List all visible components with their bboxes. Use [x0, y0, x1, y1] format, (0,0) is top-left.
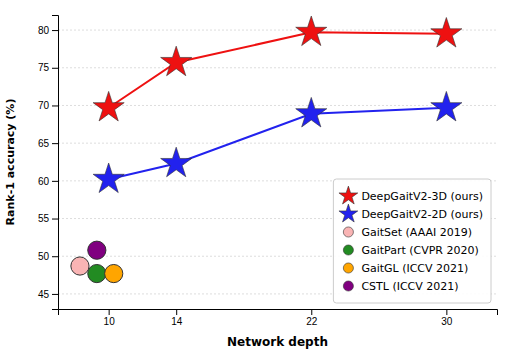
tick: 65	[38, 138, 58, 149]
star-point	[93, 91, 124, 121]
tick-label: 60	[38, 176, 50, 187]
plot: 10 14 22 30 45 50 55 60 65 70 75 80 DeepGaitV2-3D (o…	[38, 16, 498, 328]
star-point	[161, 46, 192, 76]
tick-mark	[52, 294, 58, 295]
tick-mark	[52, 105, 58, 106]
point	[88, 264, 106, 282]
tick-mark	[52, 68, 58, 69]
tick-mark	[52, 181, 58, 182]
star-point	[93, 163, 124, 193]
x-axis: 10 14 22 30	[59, 309, 498, 327]
tick: 60	[38, 176, 58, 187]
chart: 10 14 22 30 45 50 55 60 65 70 75 80 DeepGaitV2-3D (o…	[0, 0, 512, 354]
legend-entry: GaitPart (CVPR 2020)	[343, 244, 478, 257]
tick: 80	[38, 25, 58, 36]
grid-line	[58, 143, 497, 144]
axis-line	[59, 310, 498, 316]
y-axis-title: Rank-1 accuracy (%)	[4, 99, 17, 226]
legend-label: DeepGaitV2-2D (ours)	[361, 208, 483, 221]
tick-label: 75	[38, 62, 50, 73]
legend-label: GaitSet (AAAI 2019)	[361, 226, 472, 239]
grid-line	[58, 30, 497, 31]
tick: 50	[38, 251, 58, 262]
tick-mark	[52, 256, 58, 257]
star-point	[296, 97, 327, 127]
star-point	[431, 91, 462, 121]
tick-mark	[446, 309, 447, 315]
line	[109, 108, 447, 180]
grid	[58, 30, 497, 294]
tick-label: 70	[38, 100, 50, 111]
legend-entry: DeepGaitV2-3D (ours)	[339, 186, 483, 204]
tick: 45	[38, 289, 58, 300]
point	[105, 264, 123, 282]
grid-line	[58, 67, 497, 68]
tick-label: 55	[38, 213, 50, 224]
tick-mark	[52, 143, 58, 144]
tick-label: 10	[104, 316, 116, 327]
tick: 75	[38, 62, 58, 73]
legend-entry: DeepGaitV2-2D (ours)	[339, 204, 483, 222]
tick-label: 14	[171, 316, 183, 327]
legend-symbol	[343, 281, 353, 291]
line	[109, 32, 447, 107]
y-axis: 45 50 55 60 65 70 75 80	[38, 16, 59, 310]
star-point	[161, 147, 192, 177]
axis-line	[52, 16, 59, 310]
legend-label: GaitGL (ICCV 2021)	[361, 262, 468, 275]
legend-entry: GaitSet (AAAI 2019)	[343, 226, 472, 239]
legend-label: GaitPart (CVPR 2020)	[361, 244, 478, 257]
tick-label: 45	[38, 289, 50, 300]
legend-entry: CSTL (ICCV 2021)	[343, 280, 458, 293]
point	[71, 257, 89, 275]
legend-symbol	[343, 245, 353, 255]
tick-mark	[311, 309, 312, 315]
legend-box	[333, 179, 491, 303]
legend-label: CSTL (ICCV 2021)	[361, 280, 458, 293]
tick-label: 22	[306, 316, 318, 327]
tick-label: 50	[38, 251, 50, 262]
tick-mark	[52, 30, 58, 31]
star-point	[431, 17, 462, 47]
tick-label: 30	[441, 316, 453, 327]
grid-line	[58, 105, 497, 106]
tick-mark	[176, 309, 177, 315]
tick: 10	[104, 309, 116, 327]
tick-mark	[52, 219, 58, 220]
tick-mark	[109, 309, 110, 315]
tick-label: 80	[38, 25, 50, 36]
point	[88, 241, 106, 259]
legend-symbol	[339, 204, 358, 222]
legend-label: DeepGaitV2-3D (ours)	[361, 190, 483, 203]
legend-symbol	[343, 227, 353, 237]
tick: 30	[441, 309, 453, 327]
x-axis-title: Network depth	[227, 335, 328, 349]
star-point	[296, 16, 327, 46]
legend-symbol	[339, 186, 358, 204]
legend: DeepGaitV2-3D (ours) DeepGaitV2-2D (ours)…	[333, 179, 491, 303]
legend-entry: GaitGL (ICCV 2021)	[343, 262, 468, 275]
tick: 70	[38, 100, 58, 111]
tick: 22	[306, 309, 318, 327]
tick: 14	[171, 309, 183, 327]
legend-symbol	[343, 263, 353, 273]
tick-label: 65	[38, 138, 50, 149]
tick: 55	[38, 213, 58, 224]
